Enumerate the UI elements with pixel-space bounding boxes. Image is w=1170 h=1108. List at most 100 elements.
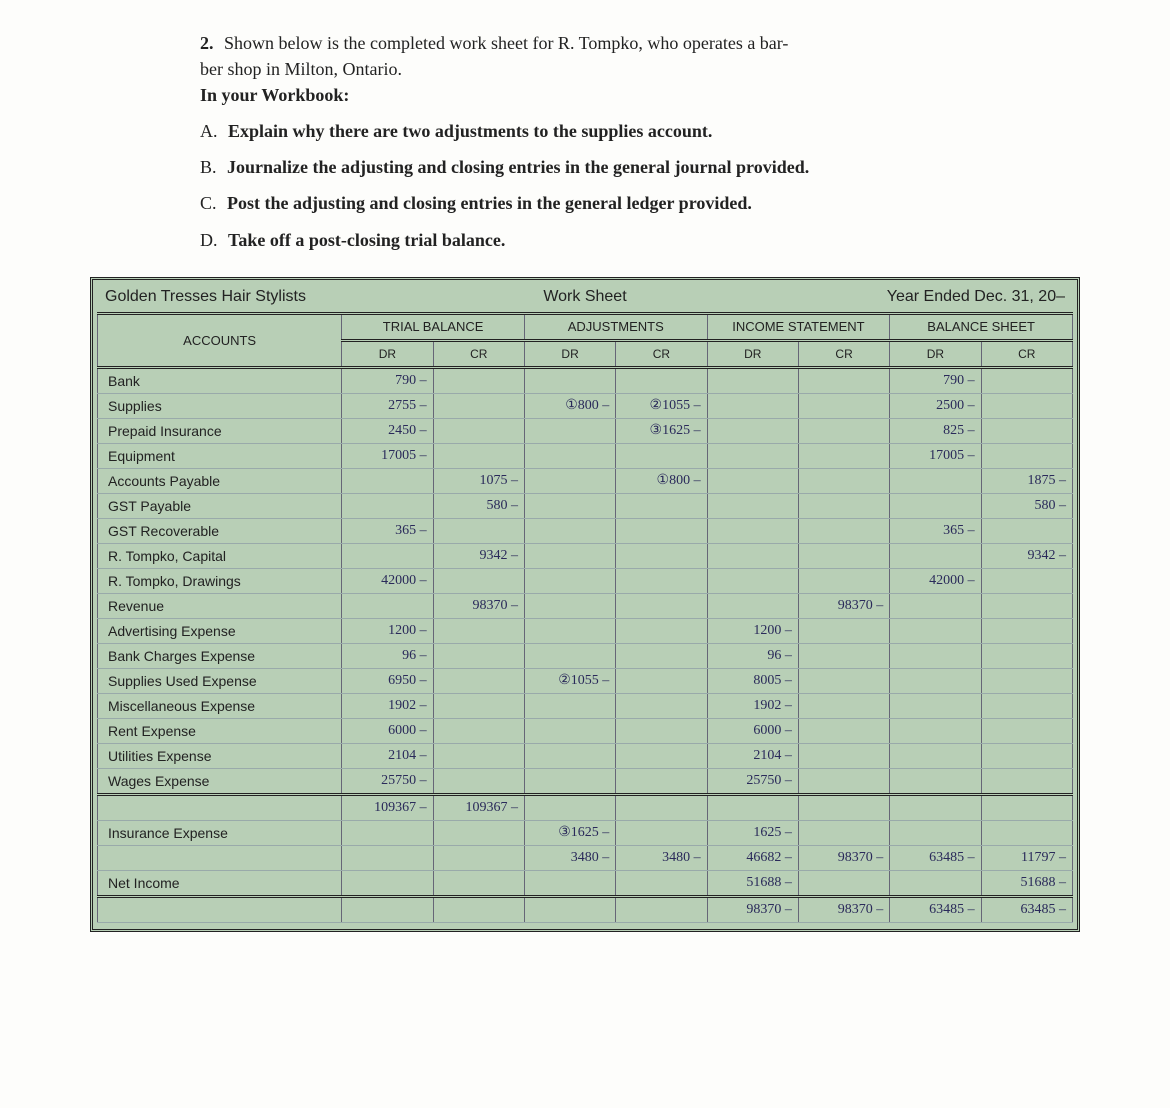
balance-dr: 365 – bbox=[890, 518, 981, 543]
balance-dr bbox=[890, 718, 981, 743]
table-row: Supplies2755 –①800 –②1055 –2500 – bbox=[98, 393, 1073, 418]
income-dr bbox=[707, 518, 798, 543]
adj-cr bbox=[616, 693, 707, 718]
balance-dr: 42000 – bbox=[890, 568, 981, 593]
col-dr: DR bbox=[890, 340, 981, 367]
adj-cr bbox=[616, 743, 707, 768]
table-row: R. Tompko, Drawings42000 –42000 – bbox=[98, 568, 1073, 593]
income-dr bbox=[707, 418, 798, 443]
adj-dr bbox=[524, 493, 615, 518]
account-name bbox=[98, 896, 342, 922]
account-name: Accounts Payable bbox=[98, 468, 342, 493]
trial-dr bbox=[342, 870, 433, 896]
trial-dr: 365 – bbox=[342, 518, 433, 543]
income-dr: 1625 – bbox=[707, 820, 798, 845]
adj-cr bbox=[616, 593, 707, 618]
account-name: Utilities Expense bbox=[98, 743, 342, 768]
adj-dr bbox=[524, 418, 615, 443]
account-name: Prepaid Insurance bbox=[98, 418, 342, 443]
balance-dr bbox=[890, 468, 981, 493]
balance-dr bbox=[890, 693, 981, 718]
textbook-page: 2. Shown below is the completed work she… bbox=[0, 0, 1170, 972]
workbook-label: In your Workbook: bbox=[200, 85, 349, 105]
adj-dr bbox=[524, 643, 615, 668]
trial-cr bbox=[433, 820, 524, 845]
worksheet-titlebar: Golden Tresses Hair Stylists Work Sheet … bbox=[97, 284, 1073, 312]
adj-dr bbox=[524, 743, 615, 768]
income-cr bbox=[798, 668, 889, 693]
income-cr bbox=[798, 794, 889, 820]
question-number: 2. bbox=[200, 33, 214, 53]
balance-dr bbox=[890, 593, 981, 618]
balance-cr bbox=[981, 820, 1072, 845]
adj-dr: 3480 – bbox=[524, 845, 615, 870]
income-cr bbox=[798, 543, 889, 568]
balance-dr: 63485 – bbox=[890, 896, 981, 922]
adj-cr bbox=[616, 794, 707, 820]
trial-dr: 6950 – bbox=[342, 668, 433, 693]
table-row: 3480 –3480 –46682 –98370 –63485 –11797 – bbox=[98, 845, 1073, 870]
table-row: Utilities Expense2104 –2104 – bbox=[98, 743, 1073, 768]
sub-text: Post the adjusting and closing entries i… bbox=[227, 193, 752, 213]
trial-dr: 1902 – bbox=[342, 693, 433, 718]
balance-dr: 825 – bbox=[890, 418, 981, 443]
question-block: 2. Shown below is the completed work she… bbox=[200, 30, 1100, 253]
adj-dr: ③1625 – bbox=[524, 820, 615, 845]
worksheet-title-left: Golden Tresses Hair Stylists bbox=[105, 288, 425, 306]
col-accounts: ACCOUNTS bbox=[98, 313, 342, 367]
col-balance-sheet: BALANCE SHEET bbox=[890, 313, 1073, 340]
balance-cr bbox=[981, 393, 1072, 418]
col-adjustments: ADJUSTMENTS bbox=[524, 313, 707, 340]
sub-letter: A. bbox=[200, 121, 218, 141]
trial-cr bbox=[433, 443, 524, 468]
table-row: Supplies Used Expense6950 –②1055 –8005 – bbox=[98, 668, 1073, 693]
income-cr bbox=[798, 367, 889, 393]
trial-dr: 1200 – bbox=[342, 618, 433, 643]
adj-dr bbox=[524, 794, 615, 820]
balance-cr bbox=[981, 693, 1072, 718]
balance-cr bbox=[981, 643, 1072, 668]
income-cr: 98370 – bbox=[798, 593, 889, 618]
trial-cr: 98370 – bbox=[433, 593, 524, 618]
balance-dr: 790 – bbox=[890, 367, 981, 393]
account-name: Supplies bbox=[98, 393, 342, 418]
table-row: Insurance Expense ③1625 – 1625 – bbox=[98, 820, 1073, 845]
table-row: GST Recoverable365 –365 – bbox=[98, 518, 1073, 543]
balance-cr: 1875 – bbox=[981, 468, 1072, 493]
trial-dr: 42000 – bbox=[342, 568, 433, 593]
adj-dr: ①800 – bbox=[524, 393, 615, 418]
adj-cr bbox=[616, 668, 707, 693]
income-cr bbox=[798, 568, 889, 593]
income-cr bbox=[798, 743, 889, 768]
income-cr bbox=[798, 870, 889, 896]
worksheet: Golden Tresses Hair Stylists Work Sheet … bbox=[90, 277, 1080, 932]
account-name: Insurance Expense bbox=[98, 820, 342, 845]
balance-cr: 580 – bbox=[981, 493, 1072, 518]
balance-dr: 2500 – bbox=[890, 393, 981, 418]
table-row: Revenue98370 –98370 – bbox=[98, 593, 1073, 618]
balance-dr bbox=[890, 643, 981, 668]
table-row: GST Payable580 –580 – bbox=[98, 493, 1073, 518]
sub-text: Explain why there are two adjustments to… bbox=[228, 121, 712, 141]
balance-cr bbox=[981, 768, 1072, 794]
balance-dr: 63485 – bbox=[890, 845, 981, 870]
adj-cr: ①800 – bbox=[616, 468, 707, 493]
trial-dr: 2755 – bbox=[342, 393, 433, 418]
adj-dr bbox=[524, 896, 615, 922]
adj-cr bbox=[616, 518, 707, 543]
table-row: Bank Charges Expense96 –96 – bbox=[98, 643, 1073, 668]
trial-cr bbox=[433, 743, 524, 768]
balance-dr bbox=[890, 820, 981, 845]
col-income-stmt: INCOME STATEMENT bbox=[707, 313, 890, 340]
trial-cr bbox=[433, 568, 524, 593]
account-name: Rent Expense bbox=[98, 718, 342, 743]
table-row: Miscellaneous Expense1902 –1902 – bbox=[98, 693, 1073, 718]
adj-dr bbox=[524, 543, 615, 568]
balance-dr bbox=[890, 794, 981, 820]
sub-question-a: A. Explain why there are two adjustments… bbox=[200, 118, 1100, 144]
trial-dr: 25750 – bbox=[342, 768, 433, 794]
balance-dr bbox=[890, 618, 981, 643]
income-dr bbox=[707, 593, 798, 618]
header-row-1: ACCOUNTS TRIAL BALANCE ADJUSTMENTS INCOM… bbox=[98, 313, 1073, 340]
table-row: Net Income51688 –51688 – bbox=[98, 870, 1073, 896]
